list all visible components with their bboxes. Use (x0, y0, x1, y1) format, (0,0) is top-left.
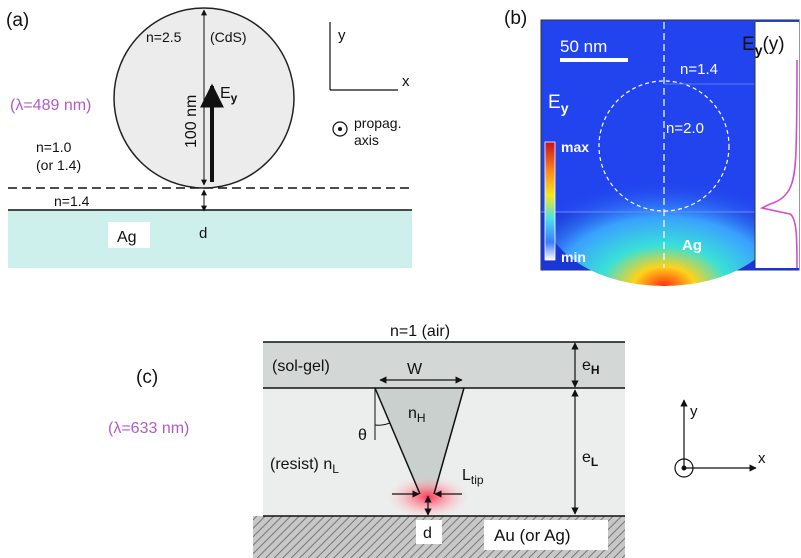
groove-left-wall (374, 387, 421, 495)
axis-x-label-c: x (758, 450, 766, 467)
groove-index-label: nH (408, 405, 426, 425)
upper-index-alt: (or 1.4) (36, 157, 81, 173)
theta-arc (374, 422, 391, 426)
propag-axis-label: axis (354, 132, 379, 148)
axis-x-label: x (402, 73, 410, 90)
theta-label: θ (358, 427, 367, 444)
panel-a-tag: (a) (6, 10, 29, 31)
groove-right-wall (433, 387, 465, 495)
axis-z-out-icon (674, 458, 694, 478)
width-label: W (407, 361, 423, 378)
wavelength-label-c: (λ=633 nm) (108, 420, 189, 437)
axis-y-label: y (338, 27, 346, 44)
solgel-label: (sol-gel) (272, 358, 330, 375)
metal-label: Ag (682, 237, 702, 254)
propagation-out-of-plane-icon (332, 121, 348, 137)
profile-label: Ey(y) (742, 34, 785, 58)
axis-y-label-c: y (690, 403, 698, 420)
gap-label: d (199, 225, 207, 242)
panel-a: (a) n=2.5 (CdS) 100 nm Ey (λ=489 nm) n=1… (6, 7, 412, 268)
panel-b-tag: (b) (504, 8, 527, 29)
gap-label-box (416, 520, 442, 544)
particle-index-label: n=2.0 (666, 120, 704, 137)
profile-box (755, 22, 799, 268)
particle-material: (CdS) (210, 29, 247, 45)
gap-label-c: d (423, 525, 432, 542)
propag-label: propag. (354, 115, 401, 131)
metal-label-box (108, 222, 150, 248)
colorbar-min-label: min (561, 249, 586, 265)
metal-label: Ag (117, 229, 137, 246)
air-label: n=1 (air) (390, 323, 450, 340)
eL-label: eL (582, 449, 598, 469)
metal-label-c: Au (or Ag) (494, 526, 571, 545)
particle-index: n=2.5 (146, 29, 182, 45)
lower-index-label: n=1.4 (54, 193, 90, 209)
panel-b: (b) 50 nm n=1.4 n=2.0 Ey max min Ag Ey(y… (504, 8, 800, 286)
wavelength-label: (λ=489 nm) (10, 97, 91, 114)
panel-c-tag: (c) (136, 367, 158, 388)
tip-label: Ltip (462, 467, 484, 487)
field-map-label: Ey (548, 92, 569, 116)
silver-substrate (8, 210, 412, 268)
colorbar-max-label: max (561, 139, 589, 155)
metal-label-box-c (484, 520, 608, 550)
upper-index-label: n=1.0 (36, 139, 72, 155)
resist-label: (resist) nL (270, 456, 339, 476)
colorbar (544, 141, 556, 261)
field-label: Ey (220, 85, 238, 105)
eH-label: eH (582, 357, 600, 377)
panel-c: (c) n=1 (air) (sol-gel) W eH (λ=633 nm) … (108, 323, 766, 558)
top-index-label: n=1.4 (680, 61, 718, 78)
field-profile-curve (759, 59, 798, 269)
propagation-dot-icon (338, 127, 342, 131)
scale-bar-label: 50 nm (560, 37, 607, 56)
diameter-label: 100 nm (183, 95, 200, 148)
groove (375, 388, 464, 494)
axis-z-dot-icon (681, 465, 687, 471)
